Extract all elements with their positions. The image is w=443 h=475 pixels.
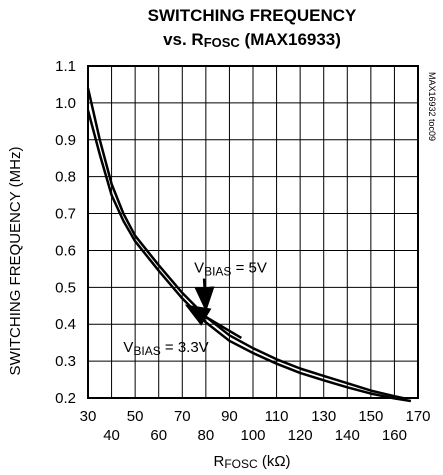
y-tick-label: 1.1 xyxy=(55,58,76,75)
x-tick-label: 100 xyxy=(240,427,265,444)
x-tick-label: 50 xyxy=(127,408,144,425)
annotation-layer: VBIAS = 5V VBIAS = 3.3V xyxy=(123,260,267,358)
x-tick-labels: 30 50 70 90 110 130 150 170 40 60 80 100 120 140 160 xyxy=(80,408,431,444)
x-tick-label: 150 xyxy=(358,408,383,425)
x-tick-label: 90 xyxy=(221,408,238,425)
x-tick-label: 170 xyxy=(405,408,430,425)
series-layer xyxy=(86,87,412,403)
y-tick-label: 1.0 xyxy=(55,95,76,112)
x-tick-label: 40 xyxy=(103,427,120,444)
annotation-arrow-1 xyxy=(184,304,242,339)
x-tick-label: 70 xyxy=(174,408,191,425)
x-tick-label: 140 xyxy=(335,427,360,444)
series-line-1 xyxy=(86,109,412,403)
x-tick-label: 30 xyxy=(80,408,97,425)
x-tick-label: 160 xyxy=(382,427,407,444)
series-label-0: VBIAS = 5V xyxy=(194,260,267,279)
x-tick-label: 120 xyxy=(288,427,313,444)
chart-title-line2: vs. RFOSC (MAX16933) xyxy=(163,30,341,50)
y-tick-label: 0.5 xyxy=(55,279,76,296)
y-tick-label: 0.4 xyxy=(55,316,76,333)
y-axis-label: SWITCHING FREQUENCY (MHz) xyxy=(7,147,24,376)
chart-title-line1: SWITCHING FREQUENCY xyxy=(148,6,357,25)
x-axis-label: RFOSC (kΩ) xyxy=(213,453,290,471)
annotation-arrow-0 xyxy=(194,278,215,312)
x-tick-label: 130 xyxy=(311,408,336,425)
y-tick-label: 0.6 xyxy=(55,242,76,259)
x-tick-label: 110 xyxy=(265,408,289,425)
y-tick-label: 0.2 xyxy=(55,390,76,407)
y-tick-label: 0.7 xyxy=(55,206,76,223)
series-label-1: VBIAS = 3.3V xyxy=(123,339,208,358)
series-line-0 xyxy=(86,87,407,400)
plot-frame xyxy=(87,65,419,399)
x-tick-label: 60 xyxy=(150,427,167,444)
y-tick-label: 0.3 xyxy=(55,353,76,370)
y-tick-labels: 0.2 0.3 0.4 0.5 0.6 0.7 0.8 0.9 1.0 1.1 xyxy=(55,58,76,407)
x-tick-label: 80 xyxy=(198,427,215,444)
figure-id-label: MAX16932 toc09 xyxy=(427,72,437,141)
y-tick-label: 0.8 xyxy=(55,169,76,186)
y-tick-label: 0.9 xyxy=(55,132,76,149)
